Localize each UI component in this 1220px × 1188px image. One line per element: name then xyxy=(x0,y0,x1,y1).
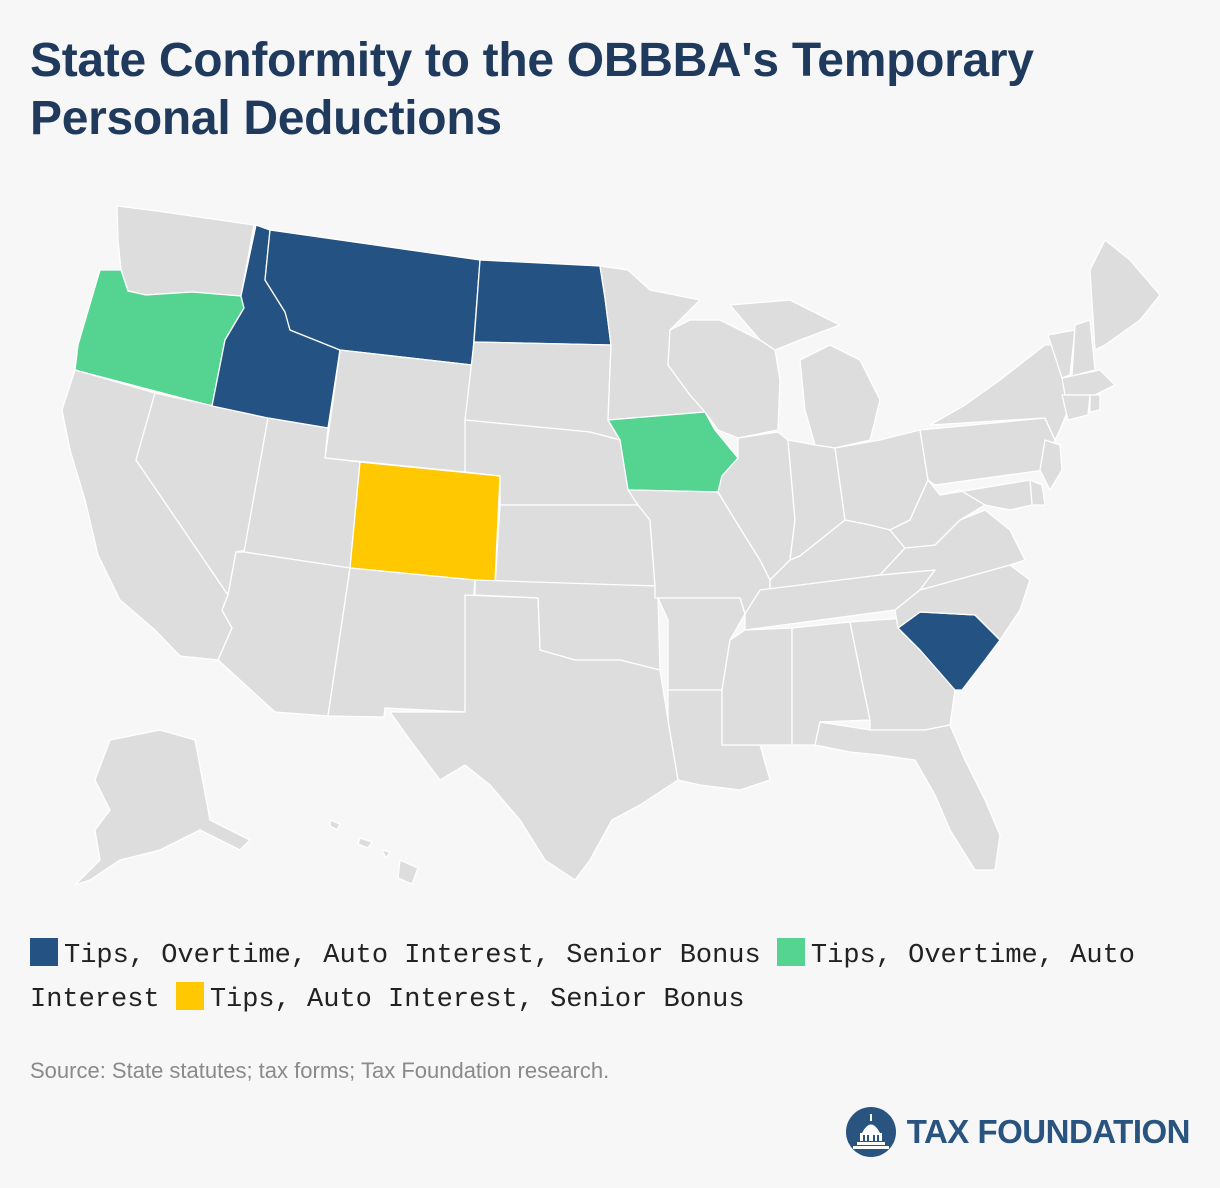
capitol-dome-icon xyxy=(845,1107,896,1157)
state-new-mexico[interactable] xyxy=(327,567,476,718)
state-florida[interactable] xyxy=(814,721,1001,871)
state-mississippi[interactable] xyxy=(721,627,793,746)
state-kansas[interactable] xyxy=(494,504,656,587)
us-states-map xyxy=(61,205,1161,886)
legend-swatch-yellow xyxy=(175,982,204,1010)
state-connecticut[interactable] xyxy=(1061,394,1091,421)
legend-item-tips-overtime-auto: Tips, Overtime, Auto Interest xyxy=(30,938,1135,1015)
legend: Tips, Overtime, Auto Interest, Senior Bo… xyxy=(30,934,1200,1022)
state-north-dakota[interactable] xyxy=(473,259,612,346)
legend-label: Tips, Overtime, Auto Interest xyxy=(30,941,1135,1015)
state-hawaii[interactable] xyxy=(329,819,419,885)
state-wyoming[interactable] xyxy=(324,349,473,473)
logo-text: TAX FOUNDATION xyxy=(906,1113,1191,1150)
state-pennsylvania[interactable] xyxy=(919,417,1056,486)
state-michigan[interactable] xyxy=(729,299,881,449)
state-new-hampshire[interactable] xyxy=(1071,319,1096,377)
state-arizona[interactable] xyxy=(217,551,351,717)
state-washington[interactable] xyxy=(116,205,255,297)
legend-item-tips-overtime-auto-senior: Tips, Overtime, Auto Interest, Senior Bo… xyxy=(30,938,761,971)
state-alaska[interactable] xyxy=(74,729,251,886)
legend-label: Tips, Auto Interest, Senior Bonus xyxy=(209,985,745,1015)
state-vermont[interactable] xyxy=(1047,329,1076,379)
legend-item-tips-auto-senior: Tips, Auto Interest, Senior Bonus xyxy=(175,982,745,1015)
state-maine[interactable] xyxy=(1089,239,1161,351)
tax-foundation-logo[interactable]: TAX FOUNDATION xyxy=(845,1104,1191,1160)
state-illinois[interactable] xyxy=(717,431,796,581)
legend-label: Tips, Overtime, Auto Interest, Senior Bo… xyxy=(64,941,761,971)
legend-swatch-green xyxy=(776,938,805,966)
state-massachusetts[interactable] xyxy=(1061,369,1116,396)
state-rhode-island[interactable] xyxy=(1089,394,1101,413)
state-new-jersey[interactable] xyxy=(1039,439,1063,491)
legend-swatch-navy xyxy=(30,938,58,966)
state-colorado[interactable] xyxy=(349,461,501,583)
source-note: Source: State statutes; tax forms; Tax F… xyxy=(30,1058,610,1083)
map-title: State Conformity to the OBBBA's Temporar… xyxy=(30,34,1034,145)
state-maryland[interactable] xyxy=(939,479,1033,511)
state-texas[interactable] xyxy=(389,594,679,881)
